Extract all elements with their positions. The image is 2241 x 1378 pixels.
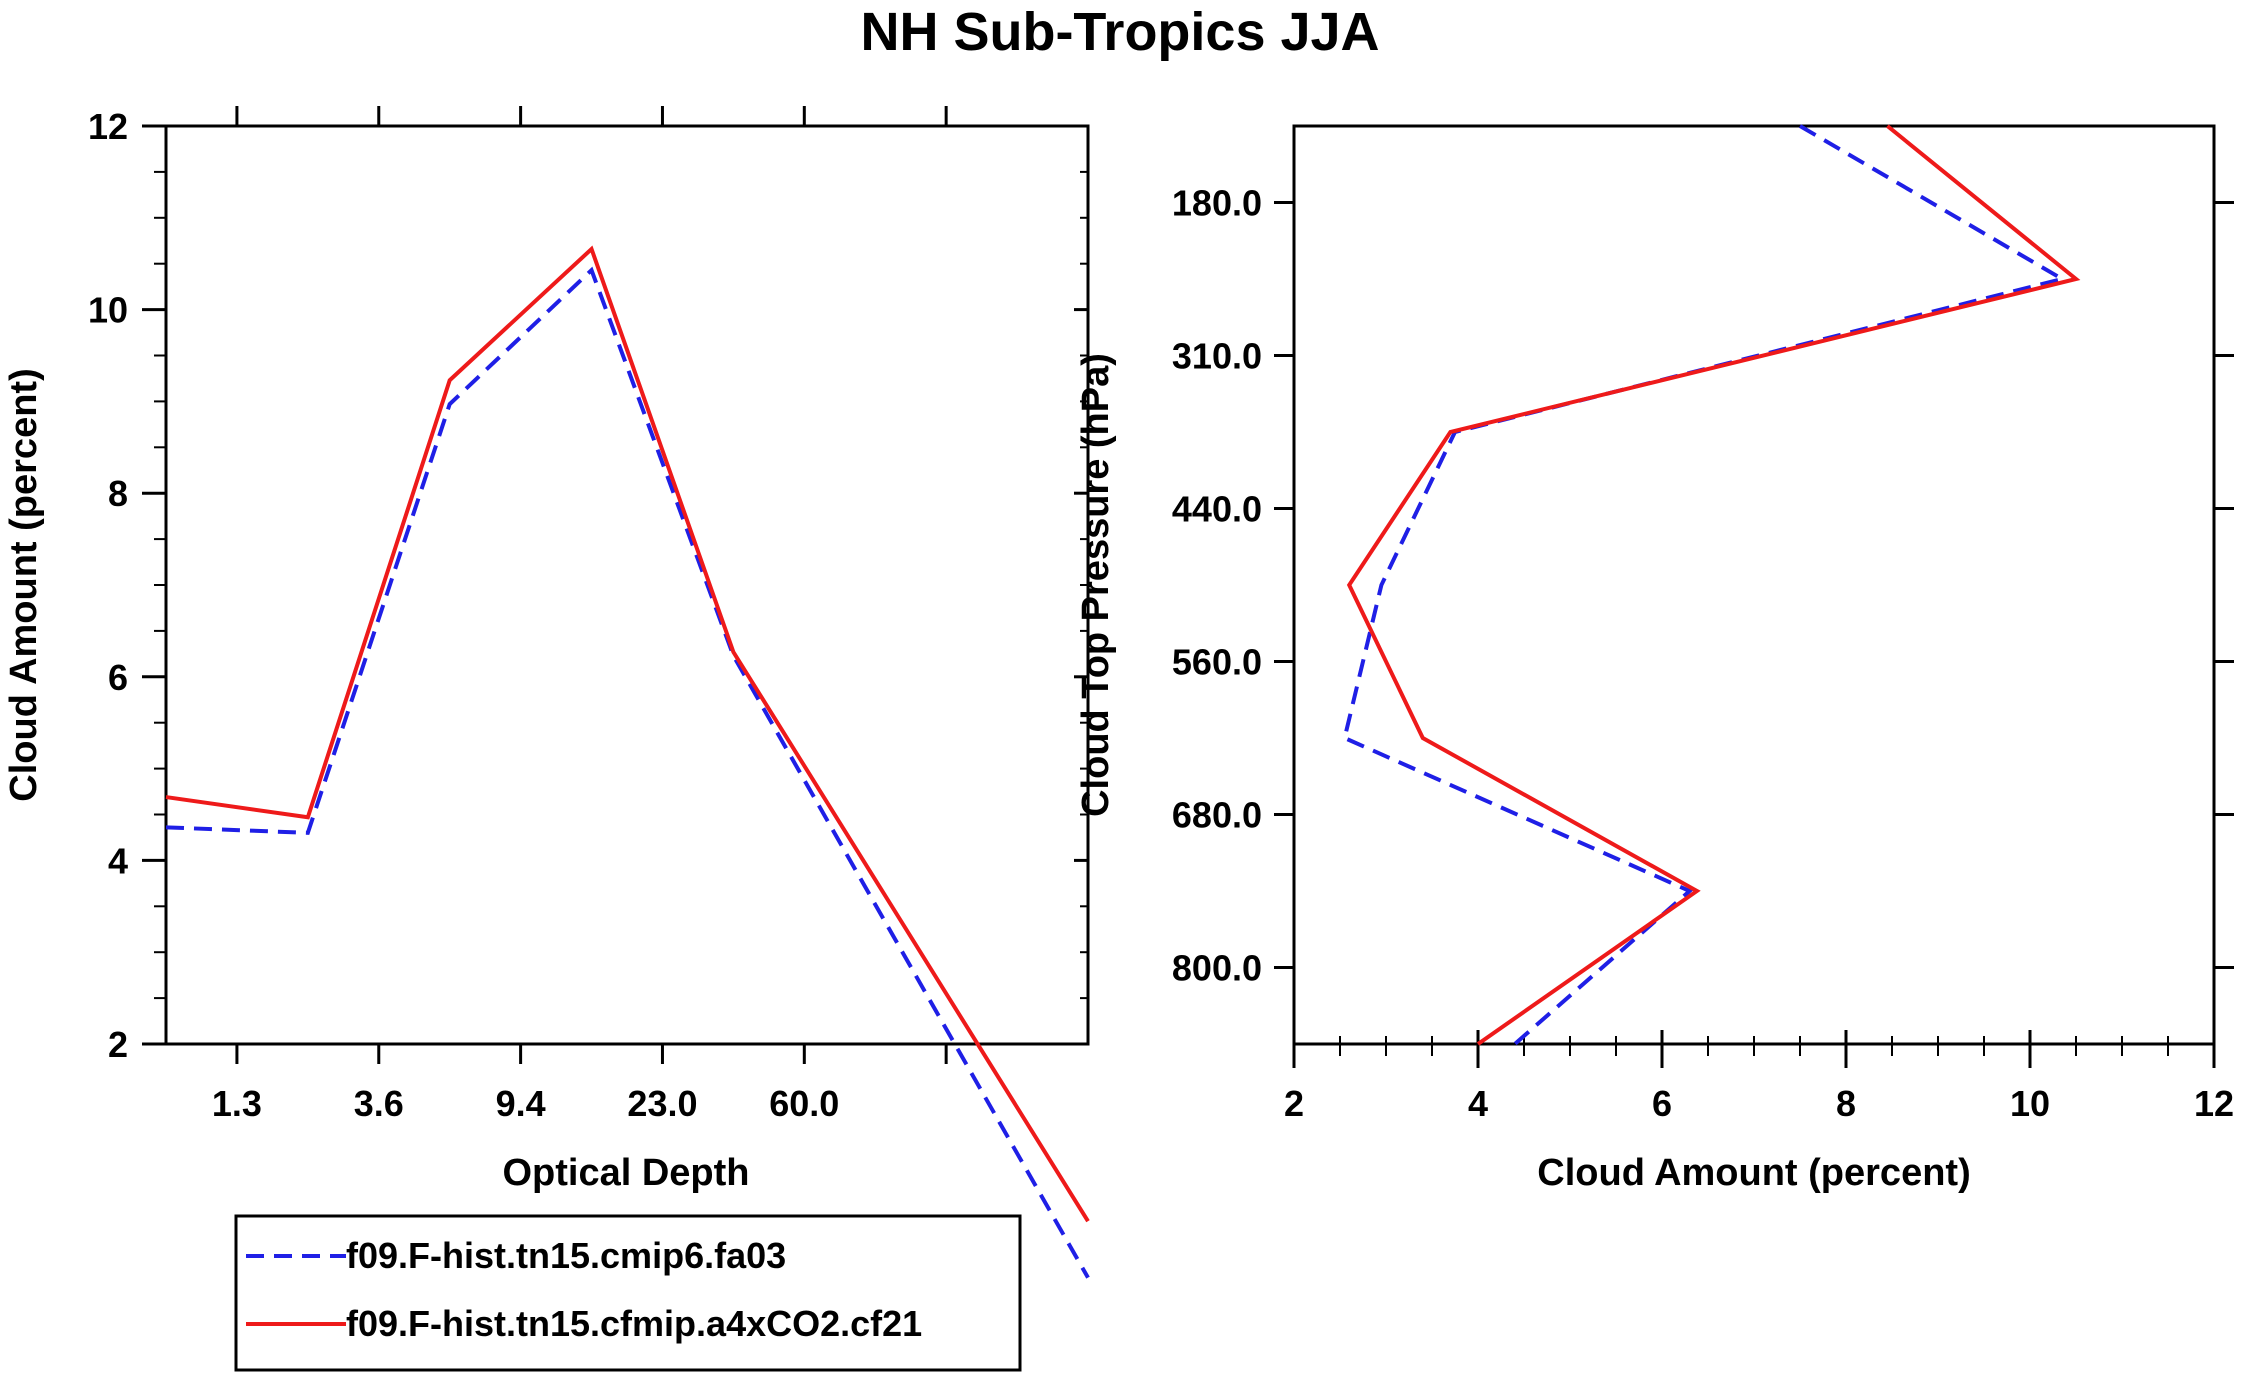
left-x-axis-label: Optical Depth [502,1152,749,1194]
chart-title: NH Sub-Tropics JJA [860,2,1379,62]
right-y-tick-label: 680.0 [1172,795,1262,836]
left-y-axis-label: Cloud Amount (percent) [3,368,45,801]
left-y-tick-label: 8 [108,473,128,514]
right-series-line-cmip6 [1342,124,2068,1046]
left-series-line-cmip6 [165,266,1090,1279]
right-x-axis-label: Cloud Amount (percent) [1537,1152,1970,1194]
left-y-tick-label: 12 [88,106,128,147]
right-x-tick-label: 6 [1652,1083,1672,1124]
cloud-top-pressure-panel: 2 4 6 8 10 12 180.0 310.0 440.0 560.0 680.0 800.0 C… [1075,124,2234,1194]
legend: f09.F-hist.tn15.cmip6.fa03 f09.F-hist.tn… [234,1214,1022,1372]
left-y-tick-label: 10 [88,290,128,331]
left-x-tick-label: 1.3 [212,1083,262,1124]
left-x-tick-label: 3.6 [354,1083,404,1124]
right-x-tick-label: 2 [1284,1083,1304,1124]
right-x-tick-label: 4 [1468,1083,1488,1124]
left-y-tick-label: 4 [108,840,128,881]
left-series [165,245,1090,1279]
right-y-tick-label: 800.0 [1172,948,1262,989]
right-series [1342,124,2081,1046]
right-y-tick-label: 440.0 [1172,489,1262,530]
right-x-tick-label: 10 [2010,1083,2050,1124]
left-series-line-a4xco2 [165,245,1090,1223]
left-ticks: 2 4 6 8 10 12 1.3 3.6 9.4 23.0 60.0 [88,106,1088,1124]
left-y-tick-label: 6 [108,657,128,698]
right-y-tick-label: 560.0 [1172,642,1262,683]
right-y-axis-label: Cloud Top Pressure (hPa) [1075,353,1117,817]
legend-label-a4xco2: f09.F-hist.tn15.cfmip.a4xCO2.cf21 [346,1303,922,1344]
legend-frame [234,1214,1022,1372]
left-x-tick-label: 9.4 [496,1083,546,1124]
left-x-tick-label: 23.0 [627,1083,697,1124]
left-plot-frame [164,124,1090,1046]
left-x-tick-label: 60.0 [769,1083,839,1124]
right-y-tick-label: 180.0 [1172,183,1262,224]
right-y-tick-label: 310.0 [1172,336,1262,377]
right-x-tick-label: 8 [1836,1083,1856,1124]
right-series-line-a4xco2 [1346,124,2081,1046]
legend-label-cmip6: f09.F-hist.tn15.cmip6.fa03 [346,1235,786,1276]
right-plot-frame [1292,124,2216,1046]
right-ticks: 2 4 6 8 10 12 180.0 310.0 440.0 560.0 680.0 800.0 [1172,183,2234,1125]
left-y-tick-label: 2 [108,1024,128,1065]
right-x-tick-label: 12 [2194,1083,2234,1124]
